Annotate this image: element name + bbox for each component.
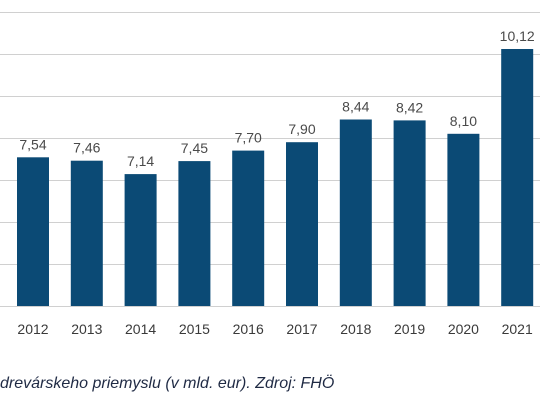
figure-caption: drevárskeho priemyslu (v mld. eur). Zdro… xyxy=(0,375,335,392)
x-axis-tick-labels: 2012 2013 2014 2015 2016 2017 2018 2019 2020 2021 xyxy=(17,321,533,337)
x-tick-label-2012: 2012 xyxy=(17,321,48,337)
x-tick-label-2021: 2021 xyxy=(502,321,533,337)
value-label-2013: 7,46 xyxy=(73,140,100,156)
x-tick-label-2017: 2017 xyxy=(286,321,317,337)
value-label-2018: 8,44 xyxy=(342,99,369,115)
value-label-2019: 8,42 xyxy=(396,99,423,115)
x-tick-label-2018: 2018 xyxy=(340,321,371,337)
value-label-2016: 7,70 xyxy=(235,130,262,146)
x-tick-label-2015: 2015 xyxy=(179,321,210,337)
bar-2016 xyxy=(232,150,265,306)
x-tick-label-2020: 2020 xyxy=(448,321,479,337)
bar-2012 xyxy=(17,157,49,306)
bars xyxy=(17,49,534,307)
bar-2019 xyxy=(393,120,426,307)
value-label-2017: 7,90 xyxy=(288,121,315,137)
x-tick-label-2013: 2013 xyxy=(71,321,102,337)
chart-canvas: 7,54 7,46 7,14 7,45 7,70 7,90 8,44 8,42 8,10 10,1… xyxy=(0,12,540,337)
value-label-2012: 7,54 xyxy=(19,136,46,152)
x-tick-label-2016: 2016 xyxy=(233,321,264,337)
value-labels: 7,54 7,46 7,14 7,45 7,70 7,90 8,44 8,42 8,10 10,1… xyxy=(19,28,535,169)
bar-2014 xyxy=(124,174,157,306)
x-tick-label-2019: 2019 xyxy=(394,321,425,337)
bar-chart: 7,54 7,46 7,14 7,45 7,70 7,90 8,44 8,42 8,10 10,1… xyxy=(0,12,540,337)
bar-2013 xyxy=(70,160,103,306)
value-label-2020: 8,10 xyxy=(450,113,477,129)
bar-2018 xyxy=(339,119,372,306)
value-label-2014: 7,14 xyxy=(127,153,154,169)
value-label-2015: 7,45 xyxy=(181,140,208,156)
value-label-2021: 10,12 xyxy=(500,28,535,44)
bar-2021 xyxy=(501,49,534,306)
x-tick-label-2014: 2014 xyxy=(125,321,156,337)
bar-2020 xyxy=(447,133,480,306)
bar-2017 xyxy=(286,142,318,306)
bar-2015 xyxy=(178,161,211,306)
